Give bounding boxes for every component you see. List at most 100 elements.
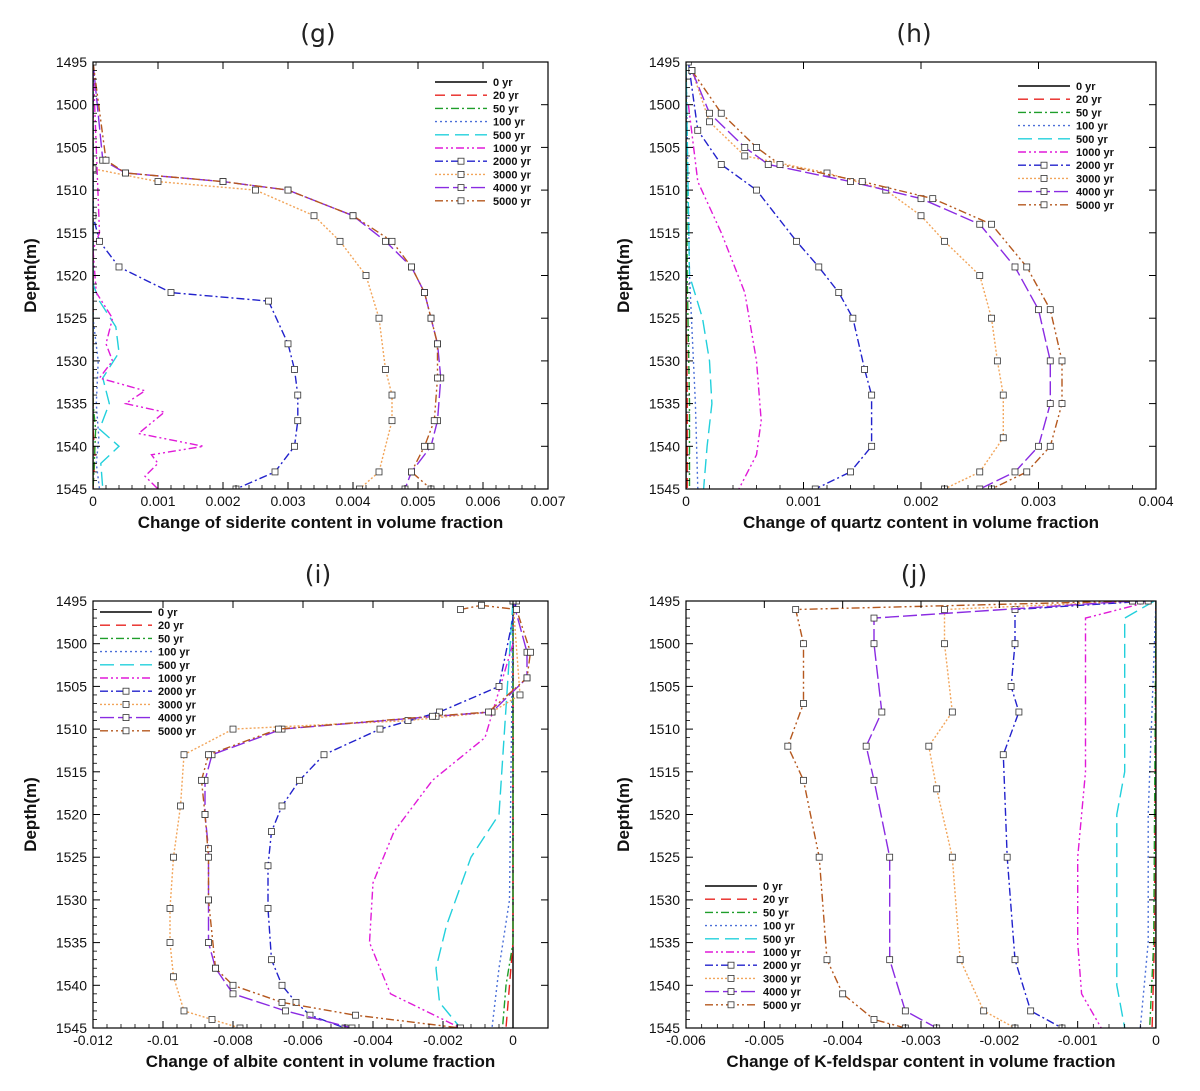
data-point-marker xyxy=(886,956,894,964)
data-point-marker xyxy=(1046,357,1054,365)
series-line-2000-yr xyxy=(1002,601,1149,1028)
y-axis-title: Depth(m) xyxy=(21,777,40,852)
panel-title: (h) xyxy=(896,19,931,48)
data-point-marker xyxy=(429,712,436,720)
data-point-marker xyxy=(976,272,984,279)
data-point-marker xyxy=(282,1007,289,1015)
data-point-marker xyxy=(1046,442,1054,450)
series-line-5000-yr xyxy=(93,62,439,489)
data-point-marker xyxy=(291,442,298,450)
legend-label: 0 yr xyxy=(763,881,783,893)
y-tick-label: 1505 xyxy=(56,139,87,155)
data-point-marker xyxy=(717,109,725,117)
legend-marker xyxy=(1040,174,1048,182)
x-tick-label: -0.004 xyxy=(353,1032,393,1048)
data-point-marker xyxy=(523,674,531,682)
data-point-marker xyxy=(212,964,219,972)
data-point-marker xyxy=(686,62,692,66)
plot-frame xyxy=(685,600,1157,1029)
data-point-marker xyxy=(408,468,415,476)
data-point-marker xyxy=(800,640,807,648)
data-point-marker xyxy=(956,956,964,964)
legend-marker xyxy=(727,975,735,982)
series-line-3000-yr xyxy=(691,70,1004,489)
legend-label: 2000 yr xyxy=(1076,160,1115,172)
y-tick-label: 1525 xyxy=(56,310,87,326)
data-point-marker xyxy=(1046,400,1054,408)
data-point-marker xyxy=(1011,956,1019,964)
y-tick-label: 1510 xyxy=(649,182,680,198)
y-tick-label: 1510 xyxy=(56,182,87,198)
y-tick-label: 1530 xyxy=(56,892,87,908)
y-tick-label: 1545 xyxy=(649,481,680,497)
x-tick-label: 0.003 xyxy=(1021,493,1056,509)
data-point-marker xyxy=(993,357,1001,365)
data-point-marker xyxy=(815,263,823,271)
data-point-marker xyxy=(1136,601,1144,605)
x-tick-label: -0.01 xyxy=(147,1032,179,1048)
x-axis-title: Change of siderite content in volume fra… xyxy=(138,513,504,532)
y-tick-label: 1540 xyxy=(56,438,87,454)
legend-label: 500 yr xyxy=(1076,134,1109,146)
data-point-marker xyxy=(336,237,344,245)
series-group xyxy=(784,601,1156,1028)
data-point-marker xyxy=(278,981,286,989)
data-point-marker xyxy=(741,143,749,151)
legend-marker xyxy=(122,714,130,721)
data-point-marker xyxy=(870,1016,878,1023)
data-point-marker xyxy=(862,742,870,750)
legend-label: 5000 yr xyxy=(158,726,197,738)
data-point-marker xyxy=(717,161,725,168)
data-point-marker xyxy=(706,109,713,117)
data-point-marker xyxy=(1129,601,1136,605)
data-point-marker xyxy=(861,366,868,373)
data-point-marker xyxy=(382,237,389,245)
y-tick-label: 1515 xyxy=(56,764,87,780)
series-group xyxy=(686,62,1066,489)
legend-label: 50 yr xyxy=(158,633,184,645)
data-point-marker xyxy=(706,118,713,126)
data-point-marker xyxy=(388,391,396,399)
data-point-marker xyxy=(292,998,300,1006)
data-point-marker xyxy=(275,725,282,733)
series-line-100-yr xyxy=(1139,601,1156,1028)
series-line-50-yr xyxy=(501,601,514,1028)
x-tick-label: 0.006 xyxy=(465,493,500,509)
legend-marker xyxy=(122,687,130,695)
y-tick-label: 1545 xyxy=(649,1020,680,1036)
legend-label: 100 yr xyxy=(493,117,526,129)
series-line-500-yr xyxy=(1116,601,1155,1028)
data-point-marker xyxy=(925,742,933,750)
y-tick-label: 1540 xyxy=(649,438,680,454)
x-tick-label: -0.012 xyxy=(73,1032,113,1048)
series-line-5000-yr xyxy=(691,70,1063,489)
legend-label: 50 yr xyxy=(1076,107,1102,119)
data-point-marker xyxy=(1027,1007,1035,1015)
data-point-marker xyxy=(122,169,129,177)
y-tick-label: 1505 xyxy=(649,139,680,155)
data-point-marker xyxy=(93,62,97,66)
data-point-marker xyxy=(457,1024,464,1028)
data-point-marker xyxy=(320,751,328,759)
data-point-marker xyxy=(811,485,819,489)
y-tick-label: 1525 xyxy=(649,310,680,326)
legend-marker xyxy=(1040,188,1048,196)
y-tick-label: 1495 xyxy=(56,593,87,609)
series-line-1000-yr xyxy=(368,643,514,1028)
legend-label: 4000 yr xyxy=(493,183,532,195)
data-point-marker xyxy=(177,802,184,810)
data-point-marker xyxy=(694,126,702,134)
data-point-marker xyxy=(408,263,415,271)
y-tick-label: 1510 xyxy=(649,721,680,737)
x-tick-label: 0.002 xyxy=(205,493,240,509)
legend-label: 500 yr xyxy=(763,934,796,946)
panel-i: (i) -0.012 -0.01 -0.008 -0.006 -0.004 -0.002 0 1… xyxy=(21,560,549,1071)
x-axis-title: Change of quartz content in volume fract… xyxy=(743,513,1099,532)
series-line-1000-yr xyxy=(1076,601,1153,1028)
y-tick-label: 1525 xyxy=(649,849,680,865)
series-line-3000-yr xyxy=(169,601,521,1028)
data-point-marker xyxy=(362,272,370,279)
data-point-marker xyxy=(495,683,503,690)
